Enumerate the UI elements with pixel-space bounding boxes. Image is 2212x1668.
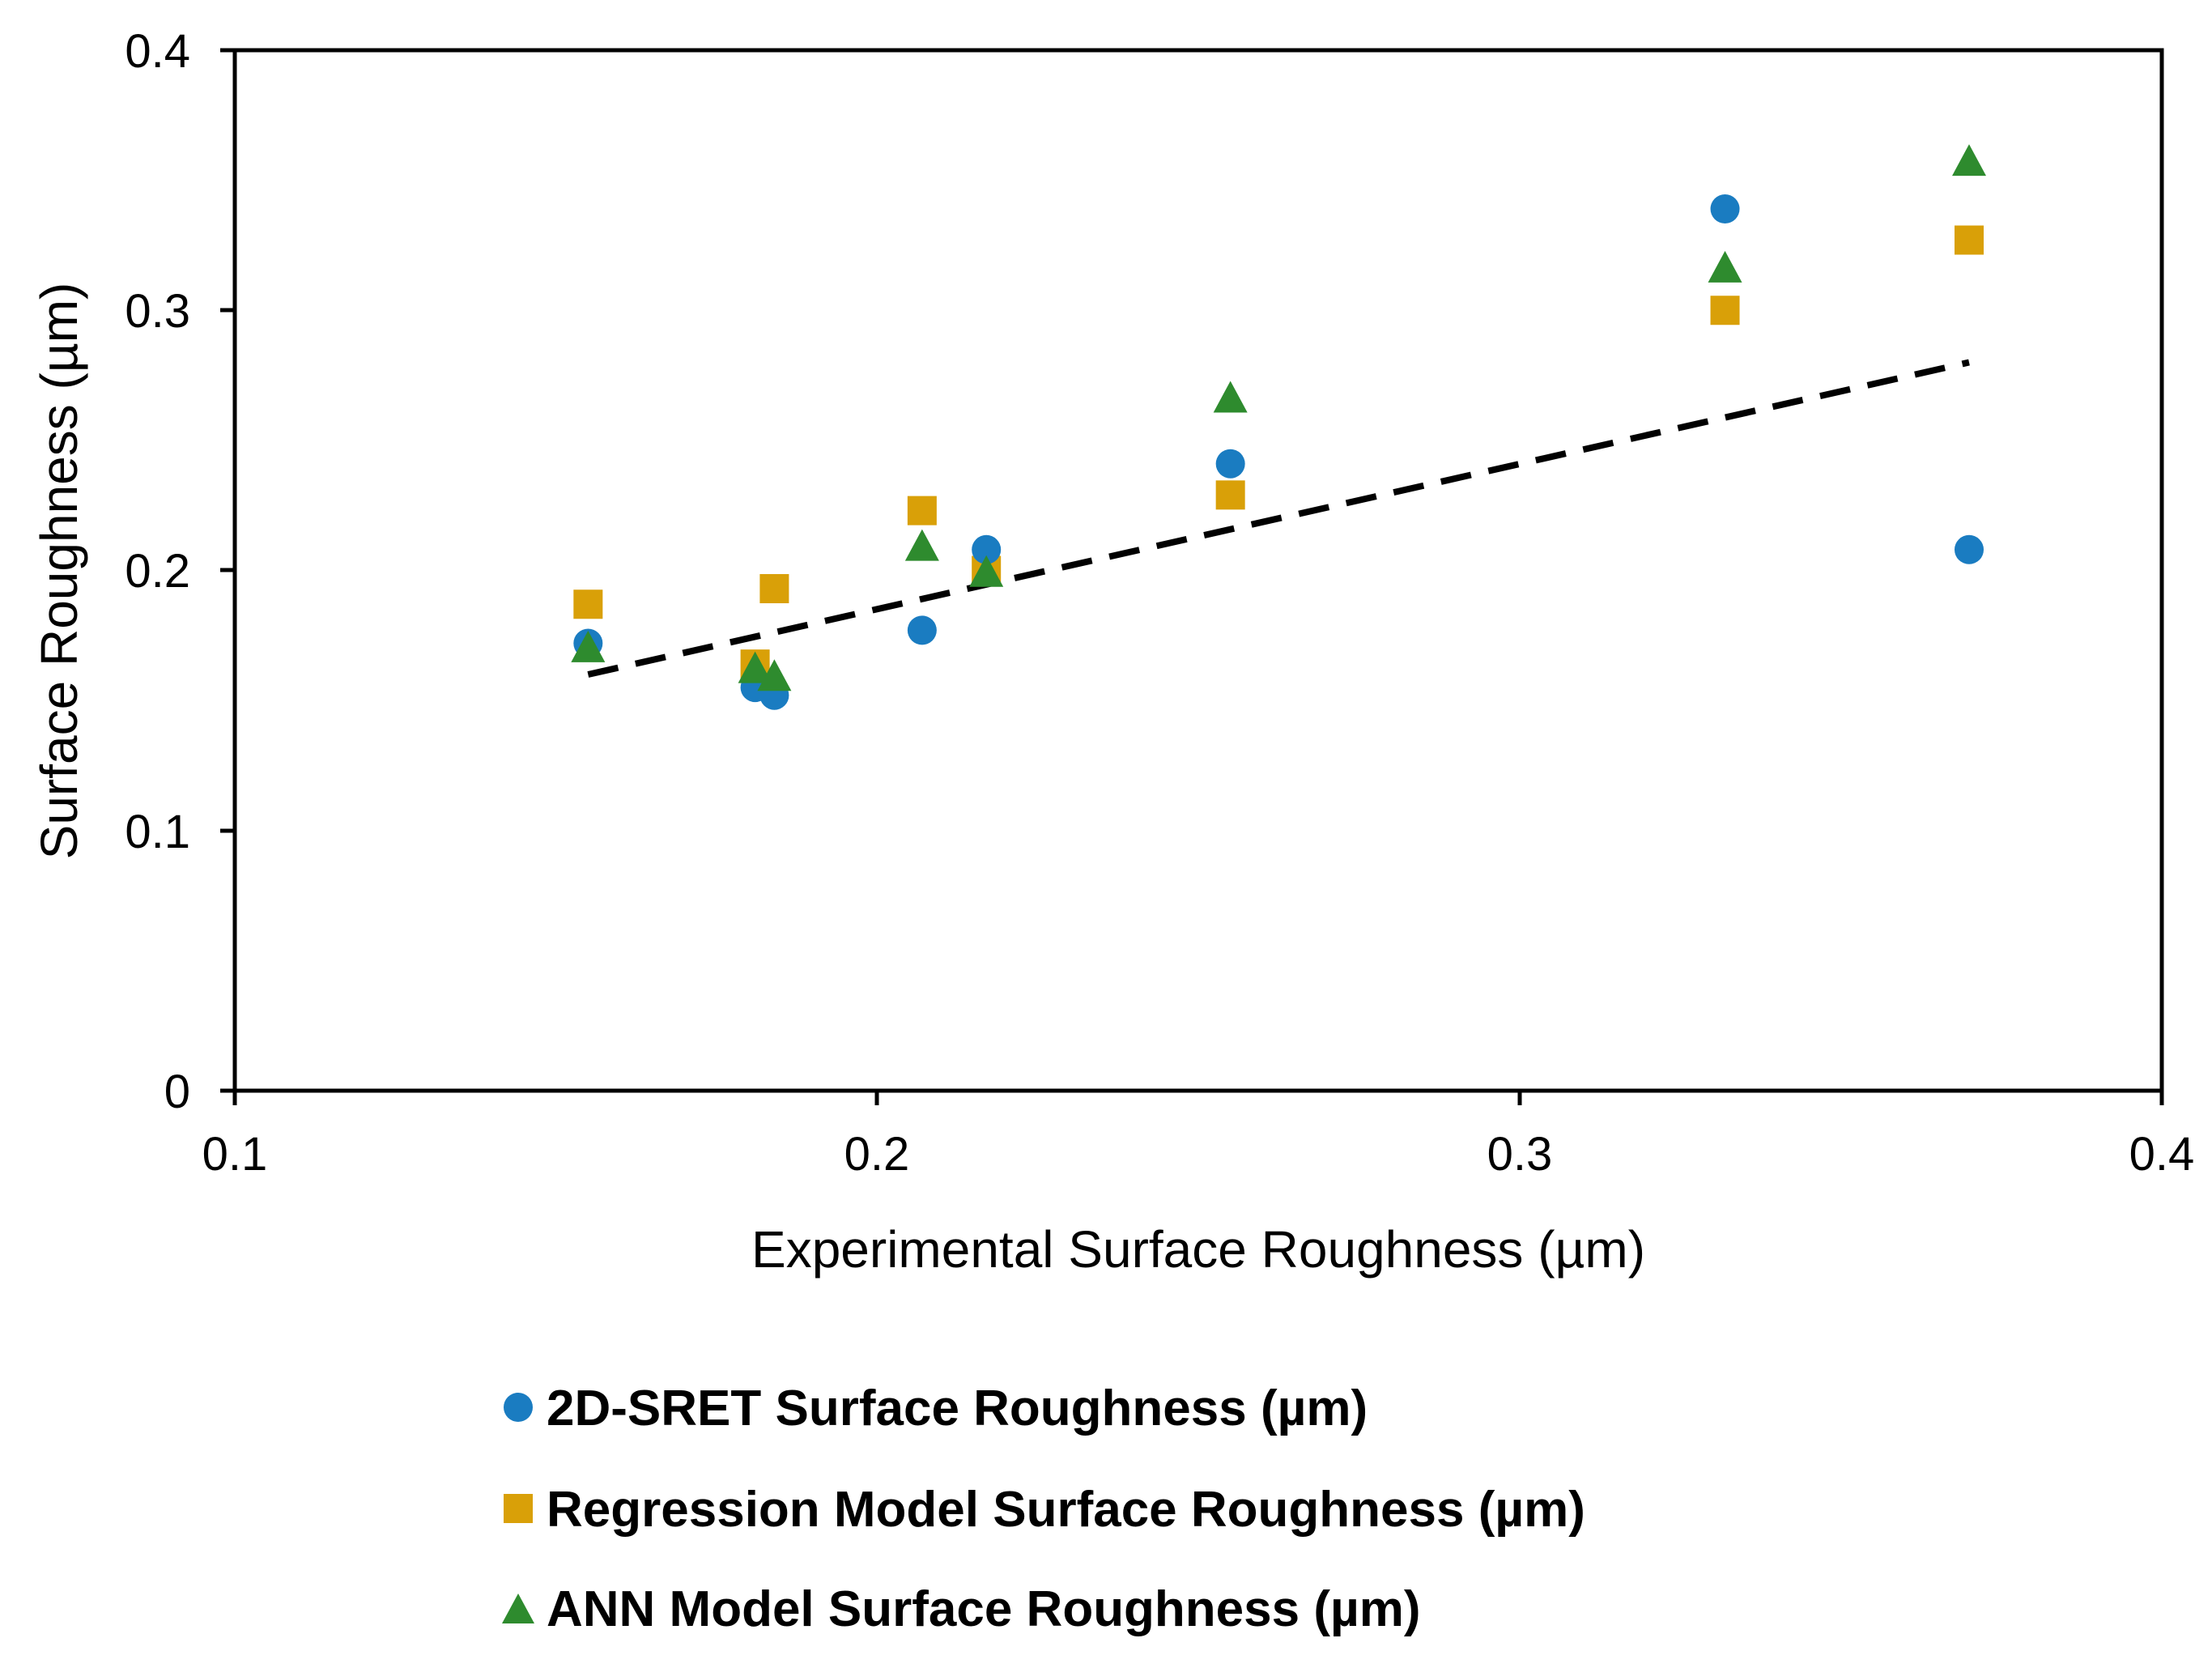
x-axis-title: Experimental Surface Roughness (µm): [751, 1220, 1645, 1279]
data-point-regression: [1215, 480, 1245, 510]
legend-circle-marker: [504, 1393, 533, 1422]
data-point-ann: [1952, 144, 1986, 177]
x-tick-label: 0.2: [844, 1128, 910, 1181]
legend-item-ann: ANN Model Surface Roughness (µm): [502, 1581, 1421, 1637]
x-axis-ticks: [232, 1091, 2164, 1105]
data-point-ann: [1708, 250, 1742, 283]
data-point-ann: [757, 659, 792, 691]
data-point-regression: [759, 573, 789, 603]
legend-label: Regression Model Surface Roughness (µm): [547, 1482, 1585, 1538]
data-point-ann: [738, 651, 772, 683]
y-tick-label: 0.4: [125, 25, 190, 78]
data-point-regression: [573, 589, 603, 619]
x-tick-labels: 0.1 0.2 0.3 0.4: [202, 1128, 2195, 1181]
data-point-2d-sret: [1955, 534, 1984, 564]
trendline: [587, 359, 1970, 678]
data-point-2d-sret: [907, 615, 937, 645]
data-point-regression: [907, 496, 937, 526]
y-tick-label: 0.2: [125, 545, 190, 598]
x-tick-label: 0.4: [2129, 1128, 2195, 1181]
y-tick-label: 0: [164, 1066, 190, 1118]
data-point-ann: [904, 529, 939, 561]
y-tick-label: 0.1: [125, 806, 190, 858]
y-tick-labels: 0 0.1 0.2 0.3 0.4: [125, 25, 190, 1118]
data-point-ann: [1213, 381, 1248, 413]
data-point-regression: [1710, 296, 1740, 326]
y-tick-label: 0.3: [125, 285, 190, 338]
data-point-ann: [969, 555, 1004, 587]
data-point-2d-sret: [972, 534, 1002, 564]
data-point-2d-sret: [1215, 449, 1245, 479]
data-point-ann: [571, 630, 606, 662]
legend: 2D-SRET Surface Roughness (µm) Regressio…: [502, 1381, 1585, 1637]
legend-square-marker: [504, 1494, 533, 1523]
plot-area-frame: [232, 48, 2164, 1093]
x-tick-label: 0.1: [202, 1128, 268, 1181]
y-axis-ticks: [220, 48, 235, 1093]
legend-label: 2D-SRET Surface Roughness (µm): [547, 1381, 1368, 1436]
data-point-2d-sret: [1710, 194, 1740, 223]
legend-label: ANN Model Surface Roughness (µm): [547, 1581, 1421, 1637]
legend-item-regression: Regression Model Surface Roughness (µm): [504, 1482, 1585, 1538]
data-point-regression: [1955, 225, 1984, 255]
y-axis-title: Surface Roughness (µm): [30, 283, 88, 860]
legend-item-2d-sret: 2D-SRET Surface Roughness (µm): [504, 1381, 1368, 1436]
data-markers: [571, 144, 1986, 710]
legend-triangle-marker: [502, 1594, 534, 1623]
x-tick-label: 0.3: [1487, 1128, 1553, 1181]
